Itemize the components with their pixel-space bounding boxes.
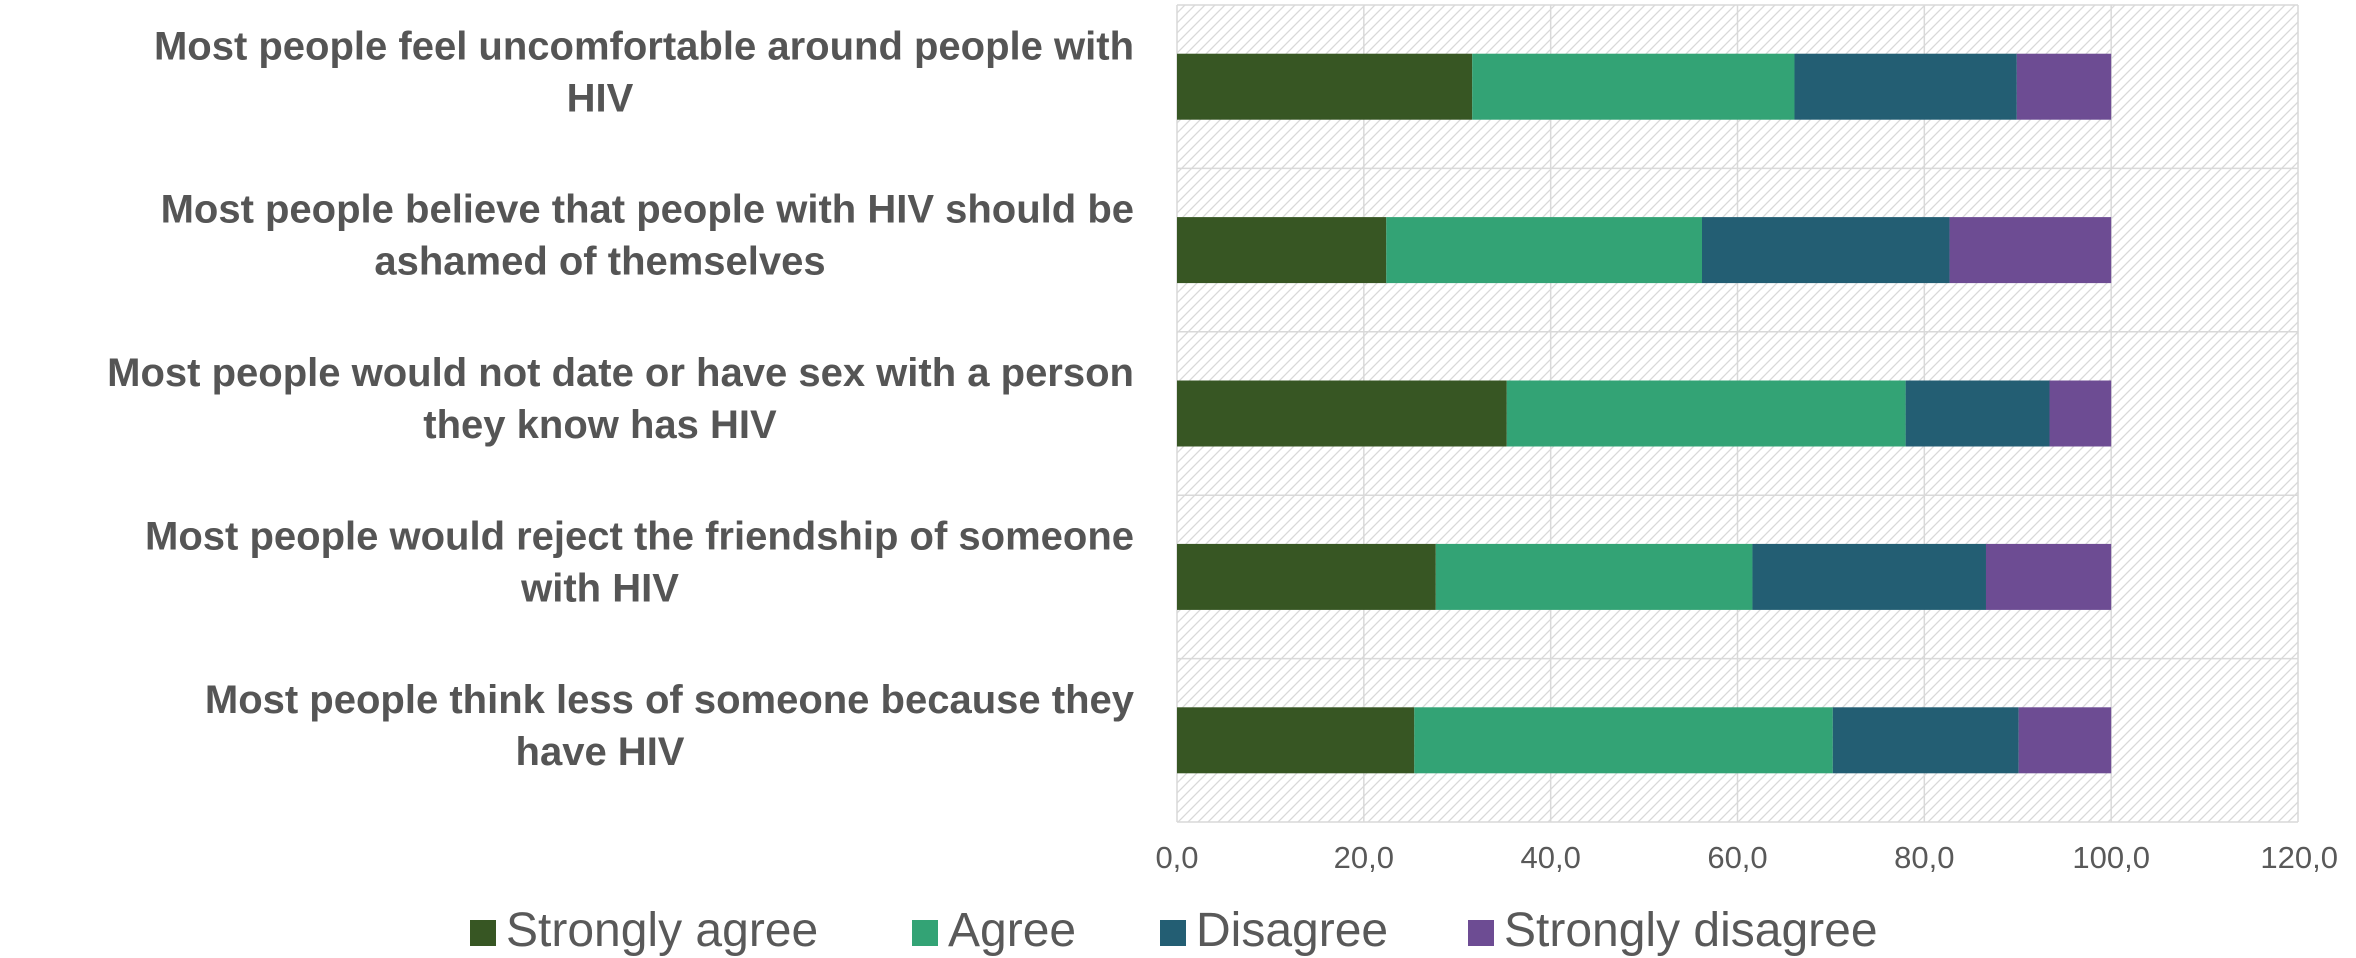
legend-label: Strongly agree (506, 904, 818, 957)
bar-segment (1985, 543, 2112, 610)
bar-segment (1702, 217, 1950, 284)
bar-segment (1832, 707, 2019, 774)
category-label: with HIV (520, 566, 679, 610)
bar-segment (1177, 53, 1473, 120)
bar-segment (1414, 707, 1833, 774)
bar-segment (1435, 543, 1753, 610)
category-label: ashamed of themselves (374, 240, 825, 284)
x-tick-label: 80,0 (1894, 840, 1954, 875)
legend-swatch (912, 920, 938, 946)
category-label: Most people would reject the friendship … (145, 514, 1134, 558)
legend-swatch (470, 920, 496, 946)
legend-label: Disagree (1196, 904, 1388, 957)
category-label: Most people would not date or have sex w… (107, 351, 1134, 395)
bar-segment (2049, 380, 2112, 447)
bar-segment (1386, 217, 1703, 284)
x-tick-label: 100,0 (2072, 840, 2150, 875)
bar-segment (1905, 380, 2050, 447)
bar-segment (2016, 53, 2112, 120)
bar-segment (2018, 707, 2112, 774)
x-tick-label: 20,0 (1334, 840, 1394, 875)
bar-segment (1506, 380, 1906, 447)
legend-swatch (1468, 920, 1494, 946)
bar-segment (1794, 53, 2017, 120)
bar-segment (1949, 217, 2112, 284)
x-tick-label: 40,0 (1520, 840, 1580, 875)
bar-segment (1177, 707, 1415, 774)
bar-segment (1177, 543, 1436, 610)
category-label: have HIV (516, 730, 685, 774)
bar-segment (1752, 543, 1986, 610)
x-tick-label: 120,0 (2260, 840, 2338, 875)
legend-label: Agree (948, 904, 1076, 957)
legend-label: Strongly disagree (1504, 904, 1878, 957)
category-label: they know has HIV (423, 403, 777, 447)
x-tick-label: 0,0 (1155, 840, 1198, 875)
category-label: Most people feel uncomfortable around pe… (154, 24, 1134, 68)
bar-segment (1177, 217, 1387, 284)
legend-swatch (1160, 920, 1186, 946)
category-label: HIV (567, 76, 634, 120)
x-tick-label: 60,0 (1707, 840, 1767, 875)
bar-segment (1472, 53, 1795, 120)
category-label: Most people believe that people with HIV… (161, 188, 1134, 232)
bar-segment (1177, 380, 1507, 447)
category-label: Most people think less of someone becaus… (205, 678, 1135, 722)
